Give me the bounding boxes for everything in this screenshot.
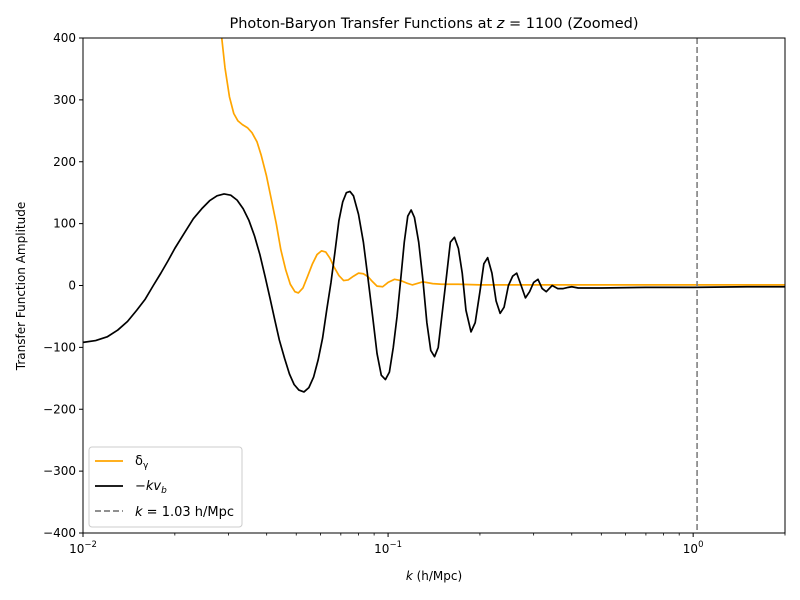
series-line-photon bbox=[220, 38, 785, 294]
y-tick-label: −200 bbox=[43, 402, 76, 416]
x-axis-label: k (h/Mpc) bbox=[406, 569, 462, 583]
y-tick-label: −300 bbox=[43, 464, 76, 478]
y-tick-label: 400 bbox=[53, 31, 76, 45]
chart-title: Photon-Baryon Transfer Functions at z = … bbox=[230, 16, 639, 32]
legend-label-vline: k = 1.03 h/Mpc bbox=[135, 505, 234, 520]
legend: δγ −kvb k = 1.03 h/Mpc bbox=[88, 446, 243, 528]
legend-box bbox=[88, 446, 243, 528]
y-tick-label: 300 bbox=[53, 93, 76, 107]
y-tick-label: −100 bbox=[43, 340, 76, 354]
legend-label-baryon: −kvb bbox=[135, 479, 167, 496]
y-tick-label: 100 bbox=[53, 217, 76, 231]
series-line-baryon bbox=[83, 190, 785, 393]
y-tick-label: 0 bbox=[68, 279, 76, 293]
y-axis-label: Transfer Function Amplitude bbox=[14, 202, 28, 371]
y-tick-label: −400 bbox=[43, 526, 76, 540]
plot-area bbox=[83, 38, 785, 533]
y-tick-label: 200 bbox=[53, 155, 76, 169]
